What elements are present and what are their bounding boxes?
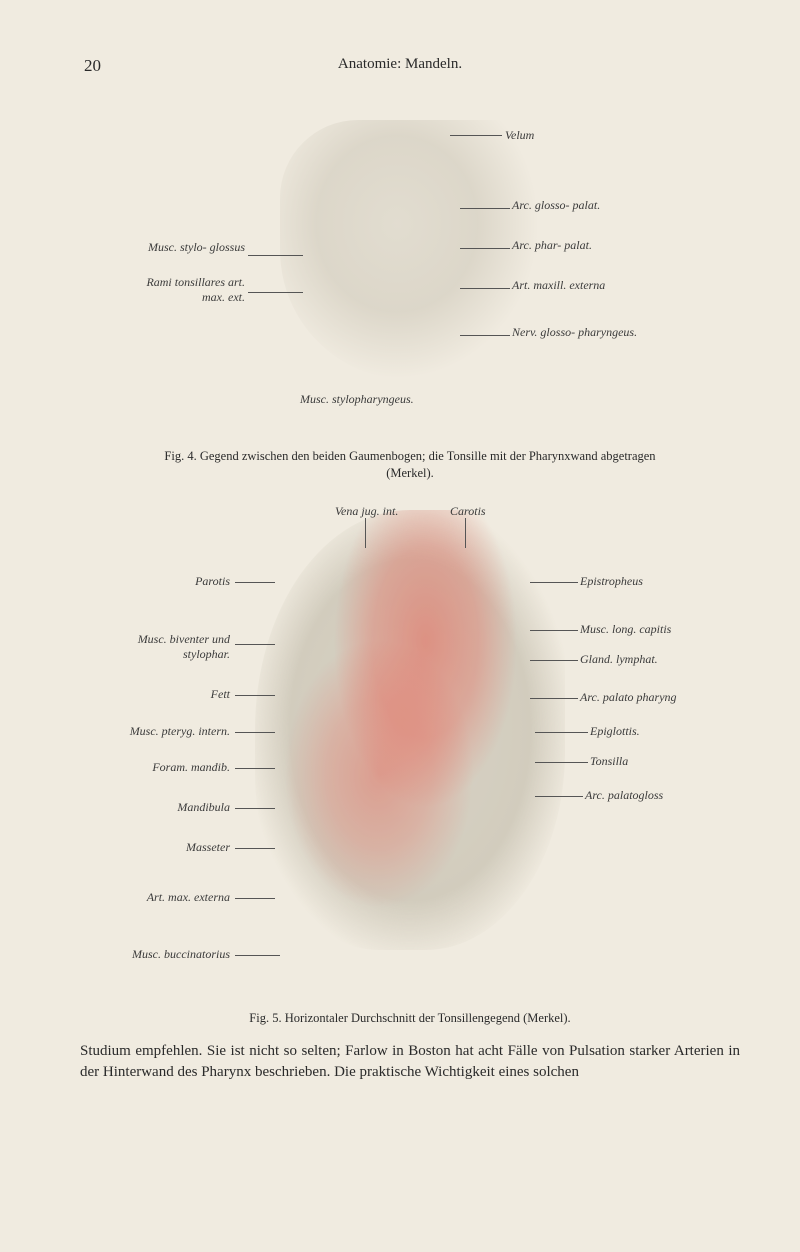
figure-2-caption: Fig. 5. Horizontaler Durchschnitt der To… (150, 1010, 670, 1027)
label-carotis: Carotis (450, 504, 486, 519)
leader (530, 660, 578, 661)
page: 20 Anatomie: Mandeln. Musc. stylo- gloss… (0, 0, 800, 1252)
label-fett: Fett (110, 687, 230, 702)
label-vena-jug-int: Vena jug. int. (335, 504, 398, 519)
figure-2: Vena jug. int. Carotis Parotis Musc. biv… (110, 502, 710, 1002)
running-head: Anatomie: Mandeln. (338, 56, 462, 73)
figure-1: Musc. stylo- glossus Rami tonsillares ar… (150, 110, 670, 440)
leader (235, 955, 280, 956)
label-masseter: Masseter (110, 840, 230, 855)
leader (460, 335, 510, 336)
leader (248, 255, 303, 256)
body-paragraph: Studium empfehlen. Sie ist nicht so selt… (80, 1041, 740, 1085)
label-arc-palatogloss: Arc. palatogloss (585, 788, 663, 803)
label-musc-stylopharyngeus: Musc. stylopharyngeus. (300, 392, 414, 407)
label-mandibula: Mandibula (110, 800, 230, 815)
label-rami-tonsillares: Rami tonsillares art. max. ext. (145, 275, 245, 305)
label-gland-lymphat: Gland. lymphat. (580, 652, 658, 667)
leader (235, 644, 275, 645)
page-number: 20 (84, 56, 101, 76)
leader (460, 208, 510, 209)
leader (235, 582, 275, 583)
label-nerv-glosso-pharyngeus: Nerv. glosso- pharyngeus. (512, 325, 637, 340)
figure-area: Musc. stylo- glossus Rami tonsillares ar… (80, 110, 740, 1084)
label-arc-glosso-palat: Arc. glosso- palat. (512, 198, 600, 213)
leader (365, 518, 366, 548)
leader (235, 695, 275, 696)
leader (235, 808, 275, 809)
leader (248, 292, 303, 293)
label-art-maxill-externa: Art. maxill. externa (512, 278, 605, 293)
label-arc-phar-palat: Arc. phar- palat. (512, 238, 592, 253)
label-foram-mandib: Foram. mandib. (110, 760, 230, 775)
leader (235, 732, 275, 733)
label-musc-buccinatorius: Musc. buccinatorius (100, 947, 230, 962)
leader (465, 518, 466, 548)
figure-1-caption: Fig. 4. Gegend zwischen den beiden Gaume… (150, 448, 670, 482)
label-musc-pteryg-intern: Musc. pteryg. intern. (90, 724, 230, 739)
leader (235, 898, 275, 899)
leader (235, 768, 275, 769)
leader (235, 848, 275, 849)
leader (460, 288, 510, 289)
figure-2-illustration (255, 510, 565, 950)
leader (530, 630, 578, 631)
leader (530, 582, 578, 583)
leader (460, 248, 510, 249)
label-epistropheus: Epistropheus (580, 574, 643, 589)
leader (535, 796, 583, 797)
label-musc-long-capitis: Musc. long. capitis (580, 622, 671, 637)
label-velum: Velum (505, 128, 534, 143)
leader (535, 732, 588, 733)
figure-1-illustration (280, 120, 540, 380)
label-parotis: Parotis (110, 574, 230, 589)
leader (450, 135, 502, 136)
label-musc-biventer: Musc. biventer und stylophar. (110, 632, 230, 662)
label-tonsilla: Tonsilla (590, 754, 628, 769)
label-arc-palato-pharyng: Arc. palato pharyng (580, 690, 677, 705)
label-art-max-externa: Art. max. externa (100, 890, 230, 905)
leader (530, 698, 578, 699)
label-epiglottis: Epiglottis. (590, 724, 640, 739)
label-musc-stylo-glossus: Musc. stylo- glossus (145, 240, 245, 255)
leader (535, 762, 588, 763)
